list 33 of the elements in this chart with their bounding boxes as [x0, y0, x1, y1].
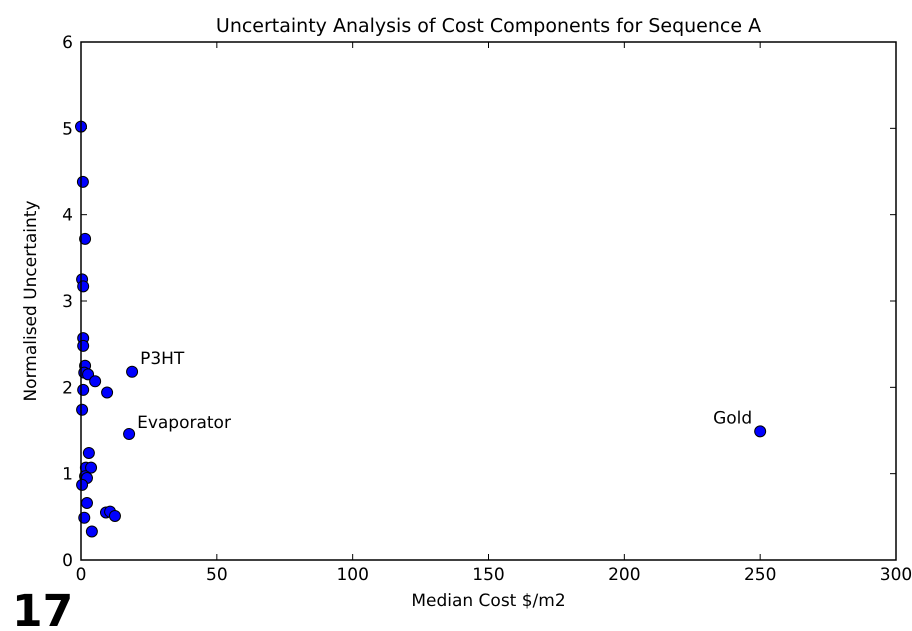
annotation: Gold [713, 408, 752, 428]
x-tick-label: 0 [76, 565, 86, 585]
y-tick-label: 6 [62, 33, 73, 53]
y-tick-label: 0 [62, 551, 73, 571]
y-tick-label: 5 [62, 119, 73, 140]
x-tick-label: 200 [608, 565, 641, 585]
annotation: Evaporator [137, 412, 231, 433]
point [82, 368, 94, 380]
x-tick-label: 250 [744, 565, 776, 585]
point [108, 510, 121, 522]
x-tick-label: 300 [880, 565, 912, 585]
point [82, 446, 95, 459]
point [80, 497, 93, 510]
point [101, 386, 114, 399]
y-tick-label: 1 [62, 464, 73, 485]
point [86, 526, 98, 538]
y-tick-label: 4 [62, 206, 73, 226]
point [126, 366, 138, 378]
point [85, 462, 98, 474]
x-tick-label: 50 [206, 565, 228, 585]
point [754, 425, 766, 438]
point [123, 428, 136, 440]
y-axis-title: Normalised Uncertainty [21, 200, 41, 402]
chart-title: Uncertainty Analysis of Cost Components for Sequence A [216, 15, 762, 37]
annotation: P3HT [140, 348, 185, 369]
x-tick-label: 100 [336, 565, 369, 585]
x-axis-title: Median Cost $/m2 [411, 591, 566, 611]
x-tick-label: 150 [472, 565, 505, 585]
text: 17 [12, 586, 74, 631]
y-tick-label: 2 [62, 378, 73, 398]
y-tick-label: 3 [62, 292, 73, 312]
point [77, 384, 90, 396]
point [89, 375, 102, 388]
